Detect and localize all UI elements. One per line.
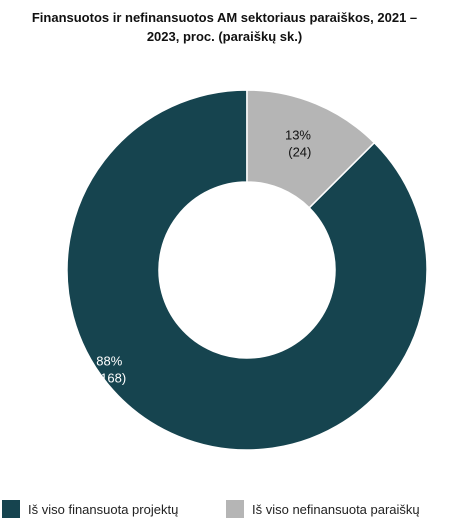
legend-item-funded: Iš viso finansuota projektų — [2, 500, 178, 518]
legend-item-unfunded: Iš viso nefinansuota paraiškų — [226, 500, 420, 518]
legend-label-funded: Iš viso finansuota projektų — [28, 501, 179, 517]
slice-funded-projects — [66, 89, 428, 451]
data-label-funded: 88% (168) — [96, 354, 126, 386]
data-label-funded-percent: 88% — [96, 354, 122, 369]
data-label-unfunded-count: (24) — [288, 145, 311, 160]
legend-label-unfunded: Iš viso nefinansuota paraiškų — [252, 501, 420, 517]
data-label-unfunded-percent: 13% — [285, 128, 311, 143]
chart-title: Finansuotos ir nefinansuotos AM sektoria… — [0, 8, 449, 46]
chart-title-line-2: 2023, proc. (paraiškų sk.) — [146, 29, 303, 44]
data-label-unfunded: 13% (24) — [285, 128, 315, 160]
legend-swatch-unfunded — [226, 500, 244, 518]
data-label-funded-count: (168) — [96, 371, 126, 386]
legend-swatch-funded — [2, 500, 20, 518]
legend: Iš viso finansuota projektų Iš viso nefi… — [0, 500, 449, 518]
chart-title-line-1: Finansuotos ir nefinansuotos AM sektoria… — [31, 10, 418, 25]
slice-unfunded-applications — [246, 89, 376, 209]
